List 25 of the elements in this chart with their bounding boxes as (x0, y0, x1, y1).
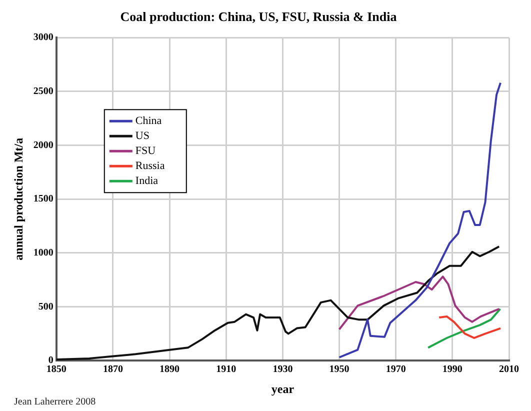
legend-label: India (135, 174, 158, 187)
y-tick-label: 3000 (33, 32, 54, 44)
x-tick-label: 1990 (442, 364, 462, 376)
y-tick-label: 500 (38, 301, 54, 312)
text: Jean Laherrere 2008 (14, 396, 96, 408)
chart-title: Coal production: China, US, FSU, Russia & India (120, 9, 398, 24)
y-tick-label: 2000 (33, 140, 54, 151)
x-tick-label: 1850 (46, 364, 66, 376)
x-tick-label: 1870 (102, 364, 123, 376)
y-tick-label: 0 (48, 355, 54, 366)
legend-label: China (135, 114, 162, 127)
legend-label: Russia (135, 160, 165, 172)
y-tick-label: 1500 (33, 194, 54, 205)
x-tick-label: 1890 (160, 364, 180, 376)
x-tick-label: 2010 (499, 364, 519, 376)
y-tick-label: 2500 (33, 86, 54, 98)
x-axis-title: year (271, 382, 295, 396)
x-tick-label: 1910 (216, 364, 236, 376)
y-tick-label: 1000 (33, 248, 54, 259)
y-axis-title: annual production Mt/a (11, 138, 26, 260)
legend-label: FSU (135, 144, 156, 157)
legend-label: US (135, 130, 150, 142)
x-tick-label: 1930 (272, 364, 293, 376)
x-tick-label: 1970 (386, 364, 406, 376)
x-tick-label: 1950 (329, 364, 350, 376)
